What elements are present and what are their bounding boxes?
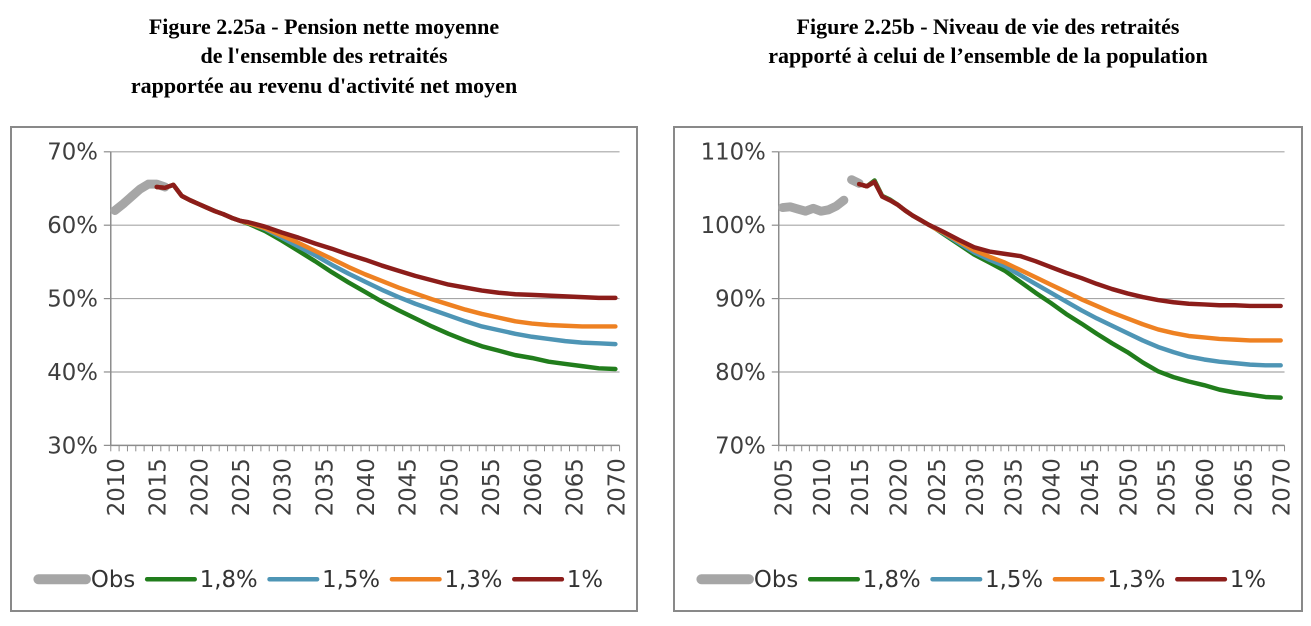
legend: Obs 1,8% 1,5% 1,3% 1% [696, 567, 1266, 593]
chart-a-title-line-3: rapportée au revenu d'activité net moyen [130, 72, 518, 98]
series-line-1,5% [154, 182, 618, 347]
x-tick-label: 2035 [1001, 458, 1027, 516]
y-tick-label: 50% [47, 287, 98, 313]
y-axis-labels: 30% 40% 50% 60% 70% [47, 140, 98, 460]
series-line-Obs [110, 179, 170, 215]
chart-b-title-line-2: rapporté à celui de l’ensemble de la pop… [768, 43, 1208, 69]
series-line-1,8% [856, 178, 1283, 400]
x-tick-label: 2015 [848, 458, 874, 516]
chart-a-plot: 30%40%50%60%70%2010 2015 2020 2025 2030 2035 2… [33, 140, 630, 593]
x-tick-label: 2055 [479, 458, 505, 516]
chart-b-plot: 70% 80% 90% 100% 110% 2005 2010 2015 2020 2025 203… [696, 140, 1296, 593]
chart-b-title: Figure 2.25b - Niveau de vie des retrait… [673, 12, 1303, 71]
axes [777, 151, 1286, 452]
x-tick-label: 2035 [312, 458, 338, 516]
x-tick-label: 2025 [229, 458, 255, 516]
gridlines [103, 151, 620, 446]
x-tick-label: 2045 [396, 458, 422, 516]
y-tick-label: 80% [715, 360, 766, 386]
x-axis-labels: 2010 2015 2020 2025 2030 2035 2040 2045 2050 2055… [104, 458, 630, 516]
y-tick-label: 60% [47, 213, 98, 239]
y-tick-label: 40% [47, 360, 98, 386]
y-tick-label: 30% [47, 433, 98, 459]
y-tick-label: 70% [715, 433, 766, 459]
y-axis-labels: 70% 80% 90% 100% 110% [701, 140, 766, 460]
x-tick-label: 2055 [1155, 458, 1181, 516]
chart-b-box: 70% 80% 90% 100% 110% 2005 2010 2015 2020 2025 203… [673, 126, 1303, 612]
series-line-Obs [778, 175, 864, 216]
x-tick-label: 2040 [1040, 458, 1066, 516]
gridlines [771, 151, 1285, 446]
y-tick-label: 100% [701, 213, 766, 239]
chart-a-title: Figure 2.25a - Pension nette moyenne de … [10, 12, 638, 100]
x-tick-label: 2030 [271, 458, 297, 516]
chart-b-title-line-1: Figure 2.25b - Niveau de vie des retrait… [796, 14, 1180, 39]
x-tick-label: 2005 [772, 458, 798, 516]
y-tick-label: 90% [715, 287, 766, 313]
x-tick-label: 2070 [1270, 458, 1296, 516]
chart-a-box: 30% 40% 50% 60% 70% 2010 2015 2020 2025 2030 2035 2… [10, 126, 638, 612]
series-line-1% [154, 182, 618, 301]
x-tick-label: 2045 [1078, 458, 1104, 516]
x-tick-label: 2050 [437, 458, 463, 516]
x-axis-labels: 2005 2010 2015 2020 2025 2030 2035 2040 2045 2050… [772, 458, 1296, 516]
x-tick-label: 2020 [886, 458, 912, 516]
legend-label-Obs: Obs [754, 567, 798, 593]
x-tick-label: 2020 [187, 458, 213, 516]
legend-label-1,5%: 1,5% [322, 567, 380, 593]
x-tick-label: 2030 [963, 458, 989, 516]
legend-label-1,8%: 1,8% [863, 567, 921, 593]
legend-label-1,5%: 1,5% [985, 567, 1043, 593]
y-tick-label: 110% [701, 140, 766, 166]
y-tick-label: 70% [47, 140, 98, 166]
x-tick-label: 2065 [1231, 458, 1257, 516]
chart-a-title-line-1: Figure 2.25a - Pension nette moyenne [148, 14, 500, 39]
series-line-1% [856, 179, 1283, 309]
legend-label-1,8%: 1,8% [200, 567, 258, 593]
axes [110, 151, 621, 452]
legend: Obs 1,8% 1,5% 1,3% 1% [33, 567, 603, 593]
chart-a-title-line-2: de l'ensemble des retraités [200, 43, 448, 69]
legend-label-1%: 1% [567, 567, 603, 593]
series-lines [778, 175, 1283, 400]
x-tick-label: 2015 [146, 458, 172, 516]
x-tick-label: 2070 [604, 458, 630, 516]
x-tick-label: 2065 [563, 458, 589, 516]
legend-label-1,3%: 1,3% [444, 567, 502, 593]
series-line-1,8% [154, 182, 618, 372]
x-tick-label: 2010 [104, 458, 130, 516]
x-tick-label: 2050 [1116, 458, 1142, 516]
x-tick-label: 2010 [810, 458, 836, 516]
legend-label-Obs: Obs [91, 567, 135, 593]
x-tick-label: 2025 [925, 458, 951, 516]
legend-label-1,3%: 1,3% [1107, 567, 1165, 593]
x-tick-label: 2060 [521, 458, 547, 516]
legend-label-1%: 1% [1230, 567, 1266, 593]
x-tick-label: 2040 [354, 458, 380, 516]
series-lines [110, 179, 618, 372]
x-tick-label: 2060 [1193, 458, 1219, 516]
